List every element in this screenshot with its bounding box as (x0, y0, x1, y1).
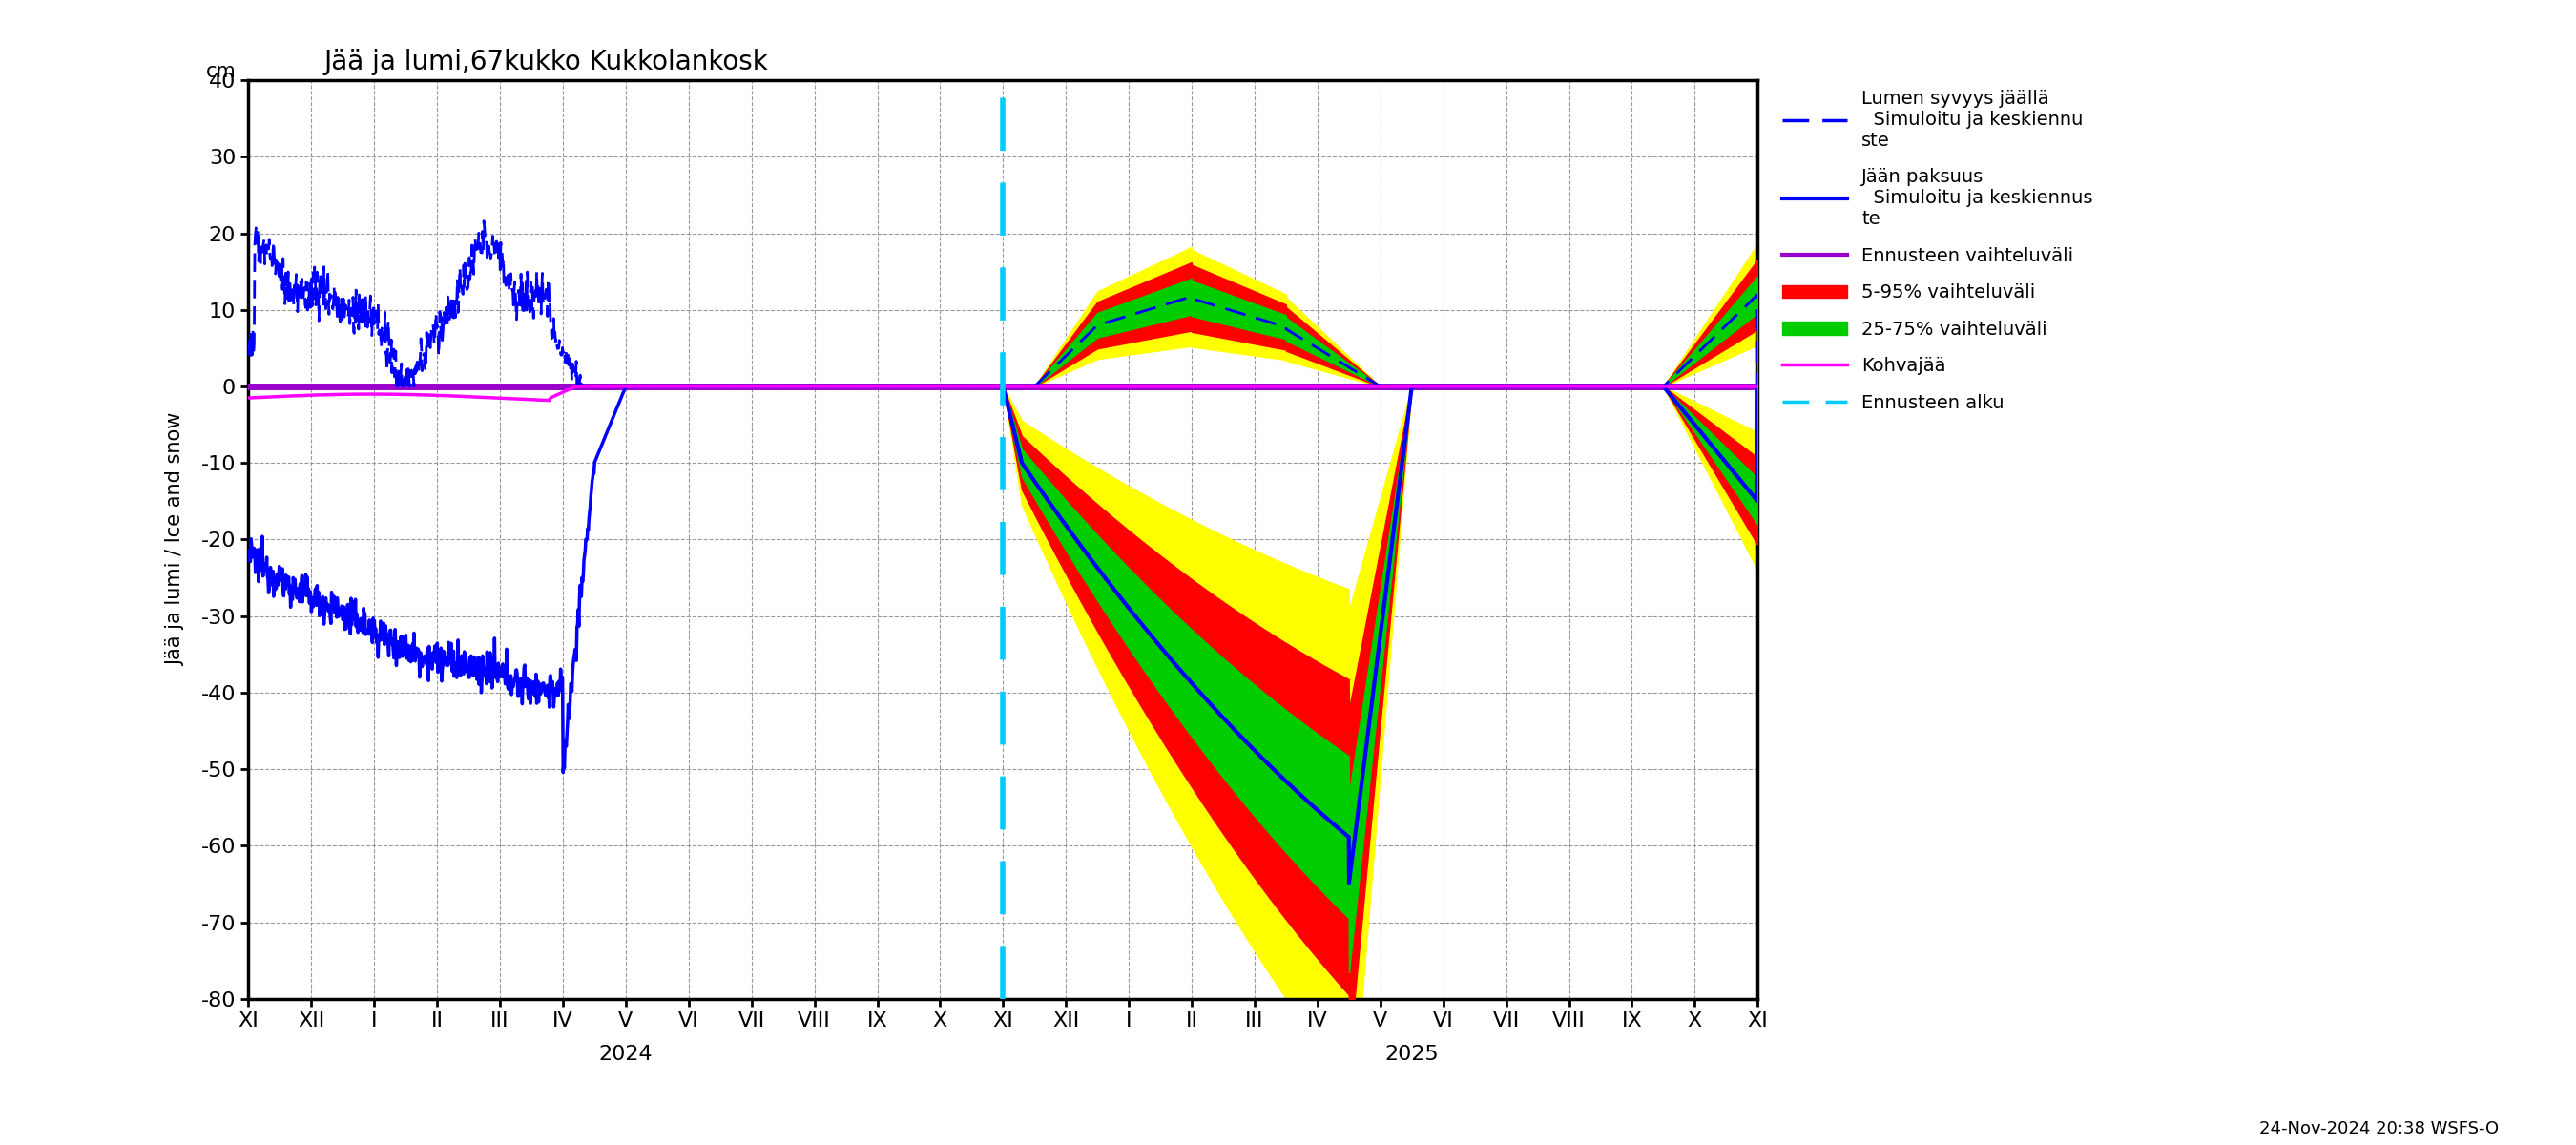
Text: 2025: 2025 (1386, 1044, 1440, 1064)
Legend: Lumen syvyys jäällä
  Simuloitu ja keskiennu
ste, Jään paksuus
  Simuloitu ja ke: Lumen syvyys jäällä Simuloitu ja keskien… (1783, 89, 2094, 412)
Text: 24-Nov-2024 20:38 WSFS-O: 24-Nov-2024 20:38 WSFS-O (2259, 1120, 2499, 1137)
Text: Jää ja lumi,67kukko Kukkolankosk: Jää ja lumi,67kukko Kukkolankosk (325, 48, 768, 76)
Text: cm: cm (206, 62, 237, 81)
Text: Jää ja lumi / Ice and snow: Jää ja lumi / Ice and snow (167, 413, 185, 666)
Text: 2024: 2024 (598, 1044, 652, 1064)
